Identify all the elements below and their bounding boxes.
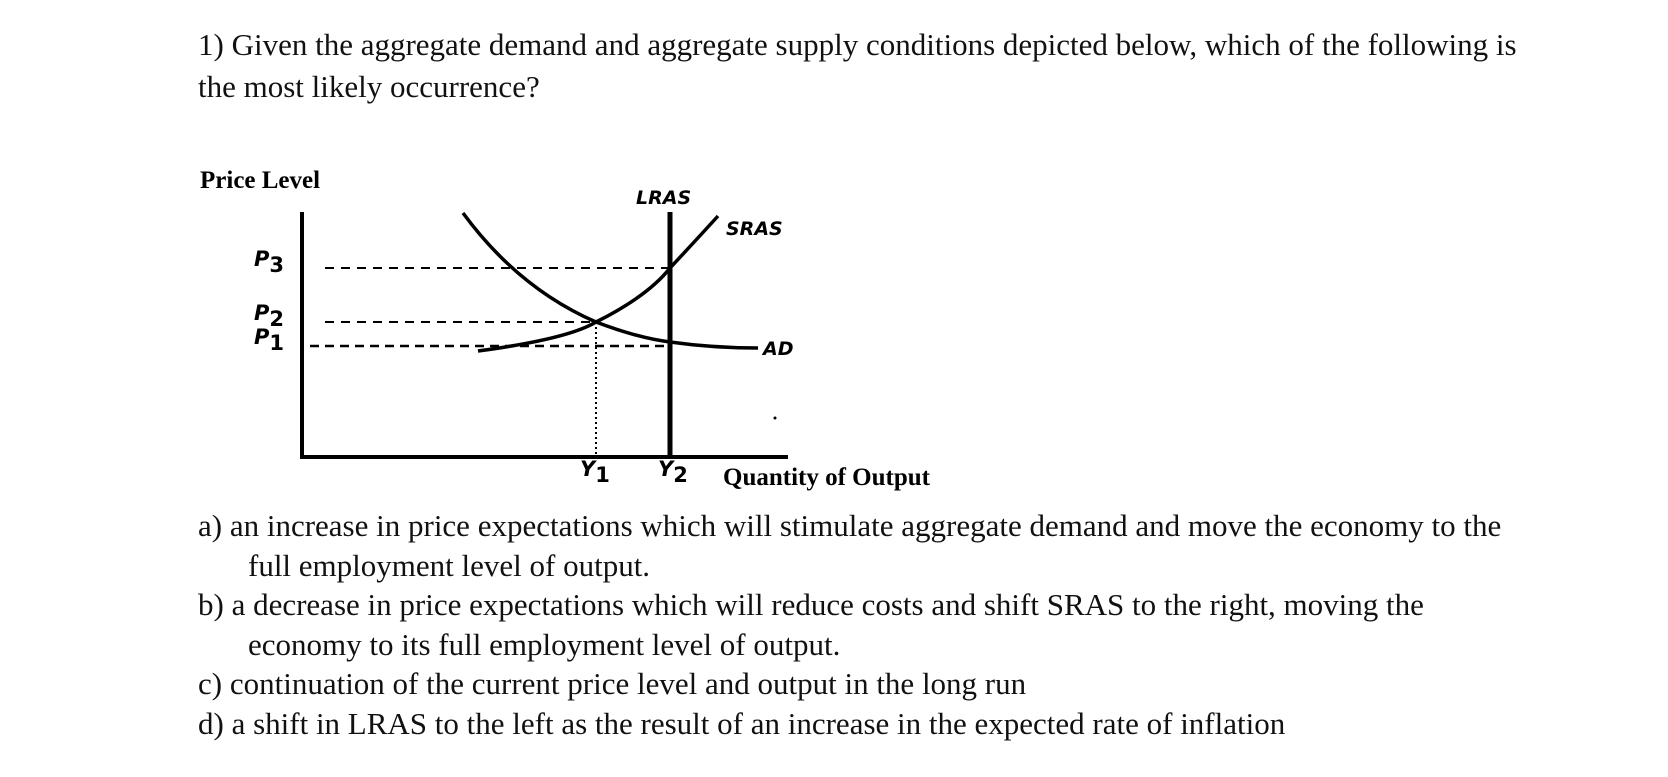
y2-subscript: 2 xyxy=(673,463,688,487)
sras-curve xyxy=(477,214,720,353)
p2-subscript: 2 xyxy=(269,307,284,331)
x-axis-title: Quantity of Output xyxy=(723,464,931,491)
stray-dot xyxy=(773,416,777,420)
y2-label: Y2 xyxy=(658,457,688,487)
p2-letter: P xyxy=(254,301,270,325)
ad-curve xyxy=(461,211,759,350)
ad-label: AD xyxy=(761,338,793,360)
option-c: c) continuation of the current price lev… xyxy=(198,666,1027,701)
p1-subscript: 1 xyxy=(269,331,284,355)
option-a: a) an increase in price expectations whi… xyxy=(198,508,1502,583)
ad-as-diagram: Price Level Quantity of Output LRAS SRAS… xyxy=(198,167,958,503)
sras-label: SRAS xyxy=(726,218,783,240)
answer-options: a) an increase in price expectations whi… xyxy=(198,506,1518,743)
p2-label: P2 xyxy=(254,301,284,331)
p1-letter: P xyxy=(254,325,270,349)
p1-label: P1 xyxy=(254,325,284,355)
p3-letter: P xyxy=(254,247,270,271)
p3-subscript: 3 xyxy=(269,253,284,277)
option-b: b) a decrease in price expectations whic… xyxy=(198,587,1424,662)
lras-label: LRAS xyxy=(636,187,691,209)
y-axis-title: Price Level xyxy=(200,168,320,194)
y1-subscript: 1 xyxy=(595,463,610,487)
y2-letter: Y xyxy=(658,457,675,481)
p3-label: P3 xyxy=(254,247,284,277)
ad-as-graph: Price Level Quantity of Output LRAS SRAS… xyxy=(200,167,931,491)
option-d: d) a shift in LRAS to the left as the re… xyxy=(198,705,1286,741)
y1-label: Y1 xyxy=(580,457,610,487)
y1-letter: Y xyxy=(580,457,597,481)
question-text: 1) Given the aggregate demand and aggreg… xyxy=(198,27,1517,104)
